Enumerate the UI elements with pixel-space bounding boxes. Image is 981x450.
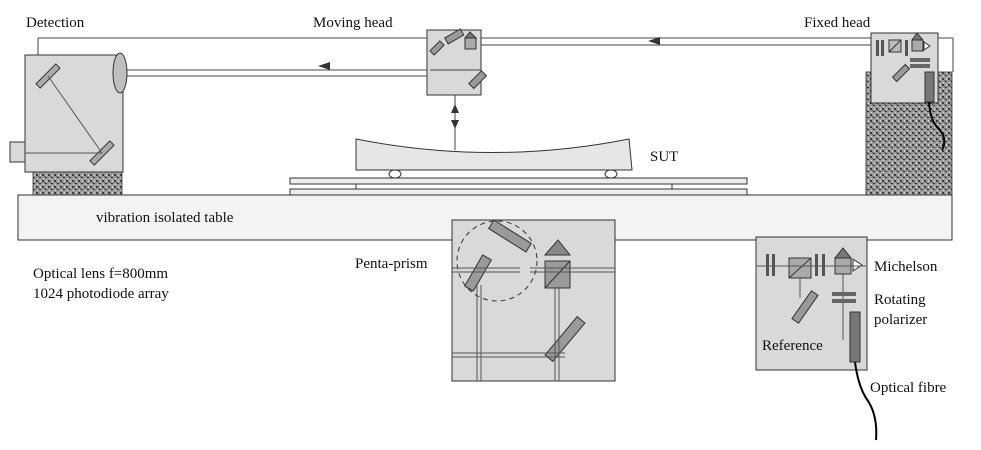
sut-support-left	[388, 169, 402, 179]
label-lens: Optical lens f=800mm	[33, 266, 168, 282]
michelson-fibre	[854, 361, 878, 441]
detector-port	[9, 141, 26, 163]
guide-rails	[289, 177, 748, 196]
label-reference: Reference	[762, 338, 823, 354]
detection-unit	[9, 52, 128, 173]
label-rotating: Rotating	[874, 292, 926, 308]
label-detection: Detection	[26, 15, 85, 31]
moving-head	[426, 28, 488, 96]
label-penta-prism: Penta-prism	[355, 256, 428, 272]
penta-prism-highlight	[456, 220, 538, 302]
label-michelson: Michelson	[874, 259, 938, 275]
beam-paths	[37, 37, 954, 150]
label-array: 1024 photodiode array	[33, 286, 169, 302]
penta-prism-inset	[451, 219, 616, 382]
sut-support-right	[604, 169, 618, 179]
michelson-inset	[755, 236, 878, 441]
fixed-head-fibre	[928, 101, 946, 151]
label-polarizer: polarizer	[874, 312, 927, 328]
fixed-head	[870, 32, 946, 151]
objective-lens	[112, 52, 128, 94]
label-optical-fibre: Optical fibre	[870, 380, 947, 396]
label-moving-head: Moving head	[313, 15, 393, 31]
label-fixed-head: Fixed head	[804, 15, 871, 31]
label-sut: SUT	[650, 149, 678, 165]
sut-surface	[355, 138, 633, 171]
beam-arrows	[318, 37, 660, 129]
granite-support-left	[32, 171, 123, 196]
label-table: vibration isolated table	[96, 210, 234, 226]
